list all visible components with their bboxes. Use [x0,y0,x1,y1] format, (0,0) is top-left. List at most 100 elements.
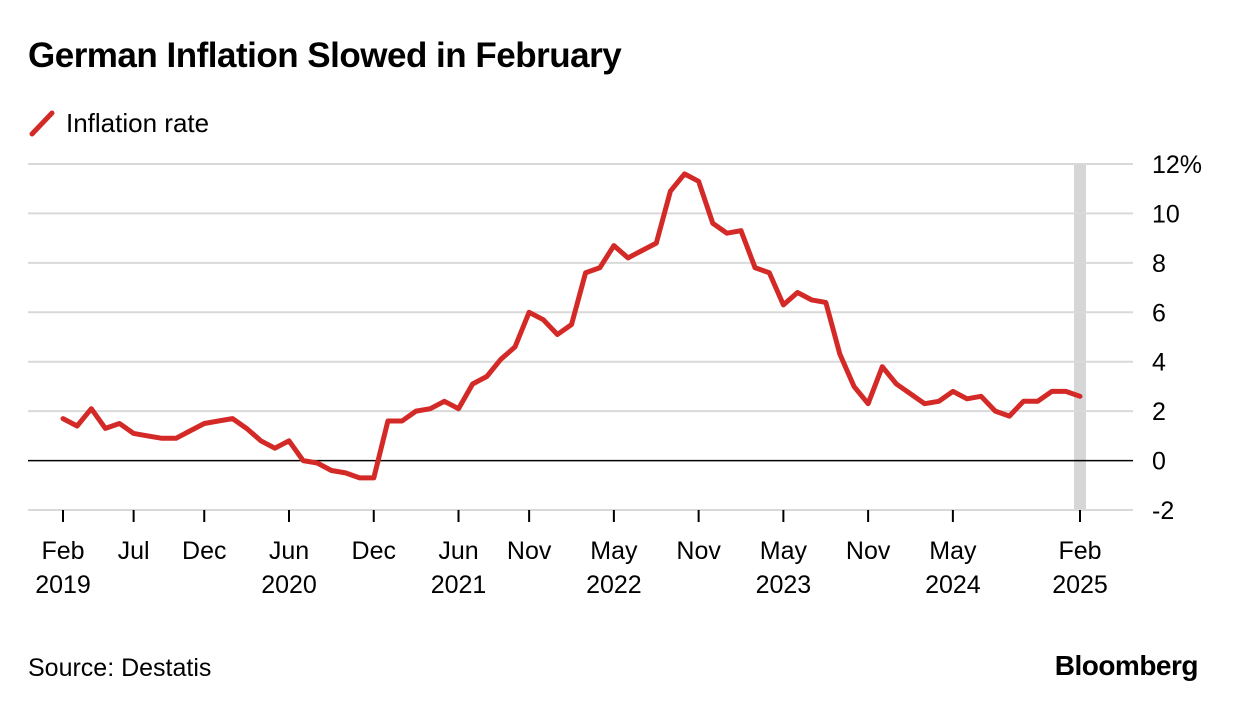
data-point [866,401,871,406]
data-point [188,428,193,433]
data-point [852,384,857,389]
data-point [880,364,885,369]
x-tick-label: Jun [269,537,309,565]
data-point [498,357,503,362]
data-point [611,243,616,248]
data-point [343,470,348,475]
x-tick-year-label: 2021 [431,571,487,599]
legend-line-icon [29,110,55,137]
data-point [979,394,984,399]
data-point [767,270,772,275]
x-tick-label: Nov [507,537,552,565]
latest-period-highlight [1074,164,1086,510]
data-point [442,399,447,404]
data-point [795,290,800,295]
data-point [781,302,786,307]
data-point [287,438,292,443]
chart-title: German Inflation Slowed in February [28,36,622,75]
data-point [75,424,80,429]
data-point [668,189,673,194]
y-tick-label: 0 [1152,448,1166,476]
data-point [696,179,701,184]
data-point [513,344,518,349]
data-point [131,431,136,436]
data-point [400,419,405,424]
data-point [1007,414,1012,419]
legend-label: Inflation rate [66,107,210,138]
data-point [216,419,221,424]
data-point [244,426,249,431]
y-tick-label: 10 [1152,200,1180,228]
y-tick-label: 4 [1152,349,1166,377]
x-tick-label: May [929,537,977,565]
data-point [329,468,334,473]
x-tick-year-label: 2019 [35,571,91,599]
data-point [922,401,927,406]
data-point [159,436,164,441]
y-tick-label: 8 [1152,250,1166,278]
data-point [315,461,320,466]
data-point [527,310,532,315]
bloomberg-logo: Bloomberg [1054,650,1199,681]
legend: Inflation rate [28,106,209,140]
data-point [993,409,998,414]
x-tick-label: Feb [41,537,84,565]
data-point [174,436,179,441]
y-tick-label: -2 [1152,497,1174,525]
data-point [1063,389,1068,394]
data-point [145,433,150,438]
data-point [272,446,277,451]
data-point [117,421,122,426]
data-point [950,389,955,394]
x-tick-label: Jun [438,537,478,565]
data-point [809,297,814,302]
data-point [1035,399,1040,404]
data-point [640,248,645,253]
data-point [103,426,108,431]
x-tick-label: Dec [352,537,396,565]
data-point [470,382,475,387]
x-tick-year-label: 2022 [586,571,642,599]
data-point [555,332,560,337]
data-point [357,475,362,480]
x-tick-year-label: 2025 [1052,571,1108,599]
data-point [456,406,461,411]
x-tick-label: Nov [846,537,891,565]
data-point [258,438,263,443]
inflation-rate-line [60,171,1083,481]
data-point [908,391,913,396]
inflation-rate-points [61,171,1083,480]
data-point [965,396,970,401]
data-point [739,228,744,233]
data-point [202,421,207,426]
x-tick-year-label: 2024 [925,571,981,599]
y-tick-label: 2 [1152,398,1166,426]
data-point [569,322,574,327]
data-point [753,265,758,270]
data-point [724,231,729,236]
data-point [936,399,941,404]
data-point [1049,389,1054,394]
data-point [682,171,687,176]
x-tick-label: Dec [182,537,226,565]
source-note: Source: Destatis [28,654,212,682]
data-point [583,270,588,275]
x-tick-year-label: 2023 [756,571,812,599]
x-tick-year-label: 2020 [261,571,317,599]
data-point [654,241,659,246]
data-point [626,255,631,260]
data-point [837,352,842,357]
data-point [371,475,376,480]
data-point [230,416,235,421]
data-point [484,374,489,379]
data-point [1021,399,1026,404]
y-tick-label: 6 [1152,299,1166,327]
x-tick-label: Jul [118,537,150,565]
data-point [710,221,715,226]
data-point [894,382,899,387]
data-point [414,409,419,414]
data-point [823,300,828,305]
y-tick-label: 12% [1152,151,1202,179]
data-point [541,317,546,322]
